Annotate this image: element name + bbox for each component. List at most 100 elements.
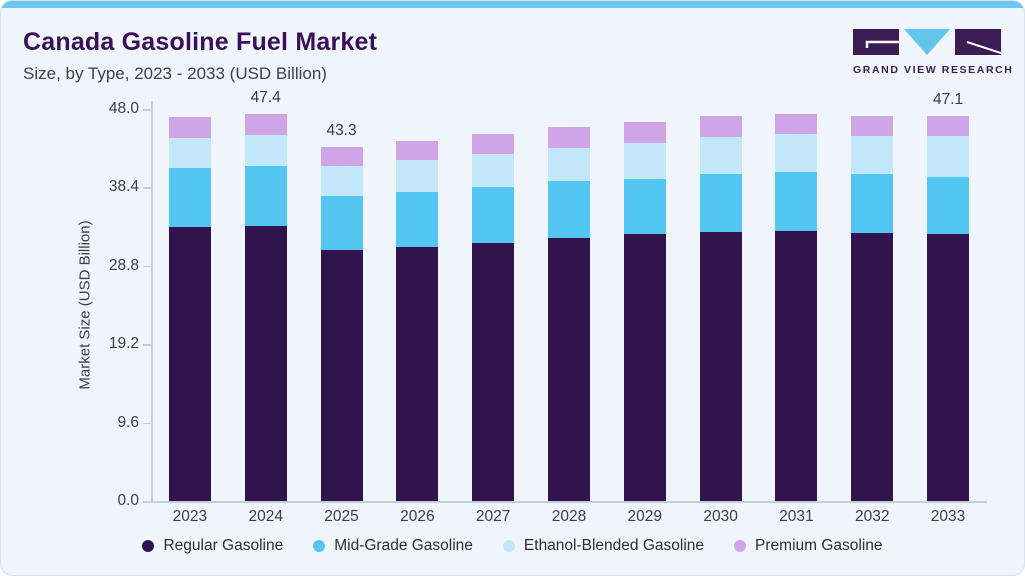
bar-segment-2026-mid-grade-gasoline [396,192,439,248]
legend-item-premium-gasoline: Premium Gasoline [734,537,883,555]
bar-segment-2025-ethanol-blended-gasoline [320,166,363,197]
bar-segment-2033-regular-gasoline [927,233,970,501]
bar-2031 [775,113,818,501]
legend-label: Premium Gasoline [755,537,883,554]
bar-slot-2031 [759,109,835,501]
bar-segment-2025-premium-gasoline [320,147,363,167]
bar-segment-2024-premium-gasoline [244,113,287,136]
bar-2028 [547,127,590,501]
bar-2024 [244,113,287,501]
y-tick-label: 19.2 [108,335,139,353]
bar-segment-2032-ethanol-blended-gasoline [851,135,894,175]
x-tick-label-2029: 2029 [627,508,663,525]
gvr-logo-icon [853,29,1002,55]
bar-segment-2028-regular-gasoline [547,238,590,501]
bar-slot-2023 [152,109,228,501]
y-axis-title: Market Size (USD Billion) [76,220,94,390]
y-tick-mark [143,187,151,189]
legend-item-mid-grade-gasoline: Mid-Grade Gasoline [313,537,473,555]
logo-brand-text: GRAND VIEW RESEARCH [853,64,1014,76]
y-tick-label: 48.0 [108,100,139,117]
bar-segment-2029-regular-gasoline [623,233,666,501]
x-tick-label-2031: 2031 [779,508,814,525]
x-tick-label-2026: 2026 [400,508,435,525]
legend-dot [142,540,155,552]
bar-segment-2027-regular-gasoline [472,242,515,501]
legend-dot [313,540,326,552]
bar-segment-2033-mid-grade-gasoline [927,176,970,234]
x-tick-label-2023: 2023 [172,508,208,525]
bar-segment-2023-regular-gasoline [168,226,211,501]
bar-segment-2024-ethanol-blended-gasoline [244,135,287,167]
bar-2033 [927,116,970,501]
bar-2032 [851,115,894,501]
bar-segment-2029-ethanol-blended-gasoline [623,143,666,180]
bar-slot-2027 [455,109,531,501]
y-tick-label: 9.6 [117,413,139,431]
bar-segment-2024-mid-grade-gasoline [244,166,287,226]
bar-value-label-2033: 47.1 [932,91,964,109]
bar-slot-2025: 43.3 [304,109,380,501]
bar-segment-2026-ethanol-blended-gasoline [396,160,439,193]
x-tick-label-2027: 2027 [475,508,511,525]
bar-segment-2024-regular-gasoline [244,225,287,501]
bar-slot-2029 [607,109,683,501]
bar-segment-2025-mid-grade-gasoline [320,196,363,251]
y-tick-label: 28.8 [108,256,139,274]
y-tick-mark [143,109,151,111]
y-tick-mark [143,422,151,425]
bar-segment-2031-premium-gasoline [775,113,818,135]
legend: Regular Gasoline Mid-Grade Gasoline Ethano… [1,537,1024,555]
bar-segment-2026-premium-gasoline [396,140,439,161]
bar-2027 [472,134,515,501]
bar-segment-2032-mid-grade-gasoline [851,174,894,234]
y-tick-mark [143,344,151,346]
bar-segment-2023-mid-grade-gasoline [168,167,211,227]
bar-segment-2029-mid-grade-gasoline [623,179,666,234]
x-tick-label-2028: 2028 [551,508,587,525]
x-tick-label-2024: 2024 [248,508,283,525]
y-axis-spine [151,101,153,501]
y-tick-mark [143,265,151,268]
legend-item-ethanol-blended-gasoline: Ethanol-Blended Gasoline [502,537,705,555]
legend-dot [502,540,515,552]
legend-dot [734,540,747,552]
x-tick-label-2033: 2033 [930,508,966,525]
top-accent-strip [1,1,1024,8]
bar-2030 [699,116,742,501]
bar-segment-2027-premium-gasoline [472,134,515,154]
legend-label: Ethanol-Blended Gasoline [523,537,705,554]
x-tick-label-2032: 2032 [854,508,890,525]
bar-segment-2030-premium-gasoline [699,116,742,137]
bar-segment-2028-mid-grade-gasoline [547,180,590,239]
x-axis-labels: 2023 2024 2025 2026 2027 2028 2029 2030 2031 2032… [152,508,986,526]
bar-segment-2028-ethanol-blended-gasoline [547,148,590,181]
bar-slot-2030 [683,109,759,501]
chart-header: Canada Gasoline Fuel Market Size, by Typ… [23,28,377,84]
bar-segment-2027-mid-grade-gasoline [472,186,515,243]
bar-segment-2030-mid-grade-gasoline [699,174,742,233]
bar-segment-2028-premium-gasoline [547,127,590,149]
bar-segment-2029-premium-gasoline [623,122,666,144]
bar-segment-2030-ethanol-blended-gasoline [699,136,742,175]
y-tick-label: 38.4 [108,178,139,196]
bar-value-label-2025: 43.3 [326,122,357,140]
bar-segment-2031-mid-grade-gasoline [775,171,818,231]
bar-segment-2025-regular-gasoline [320,250,363,501]
bar-segment-2027-ethanol-blended-gasoline [472,153,515,187]
y-tick-mark [143,501,151,503]
bar-segment-2032-regular-gasoline [851,233,894,501]
bar-segment-2033-ethanol-blended-gasoline [927,135,970,177]
bar-segment-2032-premium-gasoline [851,115,894,136]
bar-slot-2032 [834,109,910,501]
x-tick-label-2030: 2030 [703,508,738,525]
bar-slot-2026 [379,109,455,501]
page-subtitle: Size, by Type, 2023 - 2033 (USD Billion) [23,64,327,83]
x-tick-label-2025: 2025 [324,508,359,525]
bar-segment-2033-premium-gasoline [927,116,970,136]
y-tick-label: 0.0 [117,492,139,509]
bar-segment-2031-ethanol-blended-gasoline [775,134,818,172]
legend-label: Regular Gasoline [163,537,284,554]
